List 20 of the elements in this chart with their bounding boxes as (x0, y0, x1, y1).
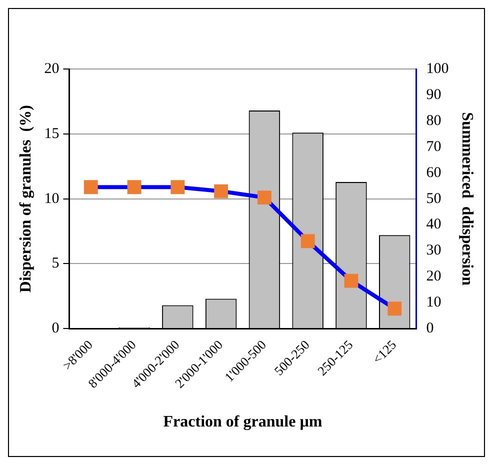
y2-tick-label: 20 (426, 268, 442, 285)
y2-tick-label: 60 (426, 164, 442, 181)
y2-tick-label: 0 (426, 320, 434, 337)
y2-tick-label: 100 (426, 60, 449, 77)
y2-axis-title: Summericed ddispersion (458, 112, 476, 286)
x-axis-title: Fraction of granule µm (163, 414, 323, 431)
y2-tick-label: 80 (426, 112, 442, 129)
x-tick-label: <125 (370, 337, 400, 367)
y-tick-label: 0 (52, 320, 60, 337)
y-axis-title: Dispersion of granules (%) (18, 105, 35, 293)
y-tick-label: 5 (52, 256, 60, 272)
y-tick-label: 15 (44, 126, 60, 142)
y2-tick-label: 70 (426, 138, 442, 155)
y2-tick-label: 90 (426, 86, 442, 103)
y-tick-label: 10 (44, 190, 60, 207)
y-tick-label: 20 (44, 60, 60, 77)
y2-tick-label: 30 (426, 242, 442, 259)
y2-tick-label: 40 (426, 216, 442, 233)
y2-tick-label: 50 (426, 190, 442, 207)
y2-tick-label: 10 (426, 294, 442, 311)
